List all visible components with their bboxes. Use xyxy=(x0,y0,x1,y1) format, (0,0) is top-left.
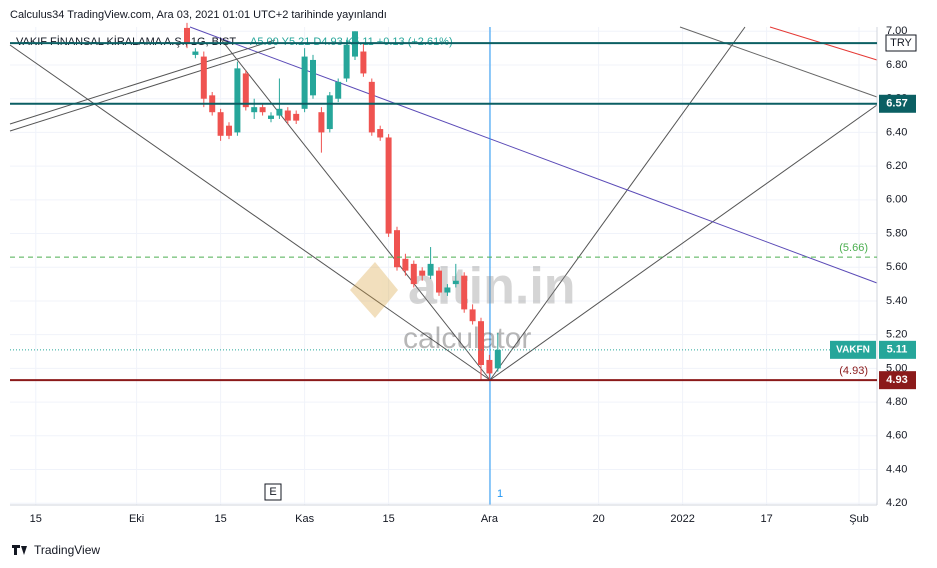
level-label: (4.93) xyxy=(839,365,868,377)
candle-body xyxy=(427,263,434,276)
currency-box xyxy=(885,34,917,52)
y-tick-label: 6.80 xyxy=(886,59,907,71)
x-tick-label: 15 xyxy=(30,513,42,525)
candle-body xyxy=(419,270,426,276)
candle-body xyxy=(284,110,291,121)
price-label-box xyxy=(879,371,916,390)
candle-body xyxy=(226,125,232,136)
price-label: 5.11 xyxy=(887,344,908,356)
header: Calculus34 TradingView.com, Ara 03, 2021… xyxy=(10,9,387,21)
trend-line xyxy=(489,26,746,381)
candle-body xyxy=(410,263,417,285)
candle-body xyxy=(318,112,325,133)
candle-body xyxy=(335,81,342,99)
candle-body xyxy=(184,27,190,44)
candle-body xyxy=(310,59,316,96)
y-tick-label: 4.80 xyxy=(886,396,907,408)
candle-body xyxy=(326,95,333,130)
y-tick-label: 6.40 xyxy=(886,126,907,138)
y-tick-label: 4.60 xyxy=(886,430,907,442)
candle-body xyxy=(478,321,484,366)
y-tick-label: 4.40 xyxy=(886,463,907,475)
candle-body xyxy=(251,107,258,113)
y-tick-label: 4.20 xyxy=(886,497,907,509)
footer: TradingView xyxy=(34,543,100,557)
trend-line xyxy=(9,39,276,125)
price-label: 4.93 xyxy=(886,374,907,386)
y-tick-label: 5.80 xyxy=(886,227,907,239)
candle-body xyxy=(234,68,241,133)
candle-body xyxy=(486,359,493,374)
x-tick-label: Kas xyxy=(295,513,314,525)
trend-line xyxy=(9,44,491,381)
candle-body xyxy=(343,44,350,79)
event-marker-box xyxy=(264,483,282,501)
candle-body xyxy=(200,56,207,99)
trend-line xyxy=(679,26,878,98)
x-tick-label: 17 xyxy=(760,513,772,525)
y-tick-label: 5.40 xyxy=(886,295,907,307)
trend-line xyxy=(9,46,276,132)
y-tick-label: 5.60 xyxy=(886,261,907,273)
candle-body xyxy=(259,107,266,113)
y-tick-label: 5.20 xyxy=(886,329,907,341)
x-tick-label: 15 xyxy=(382,513,394,525)
candle-body xyxy=(242,73,249,108)
candle-body xyxy=(276,108,283,116)
candle-body xyxy=(217,112,224,136)
price-label-box xyxy=(879,340,916,359)
symbol-label-box xyxy=(830,340,876,359)
candle-body xyxy=(436,270,442,293)
candle-body xyxy=(293,113,300,121)
x-tick-label: 15 xyxy=(214,513,226,525)
x-tick-label: Eki xyxy=(129,513,144,525)
level-label: (5.66) xyxy=(839,242,868,254)
event-marker: E xyxy=(269,486,276,498)
y-tick-label: 6.20 xyxy=(886,160,907,172)
symbol-title: VAKIF FİNANSAL KİRALAMA A.Ş., 1G, BIST xyxy=(16,35,236,48)
ohlc-legend: A5.00 Y5.21 D4.93 K5.11 +0.13 (+2.61%) xyxy=(250,36,453,48)
trend-line xyxy=(489,104,878,381)
candle-body xyxy=(360,51,367,74)
tv-logo xyxy=(12,545,27,555)
candle-body xyxy=(494,349,501,369)
session-marker: 1 xyxy=(497,488,503,500)
candle-body xyxy=(461,275,468,310)
candle-body xyxy=(469,309,476,322)
candle-body xyxy=(394,230,400,268)
candle-body xyxy=(444,287,451,293)
candle-body xyxy=(192,51,199,55)
grid xyxy=(10,27,877,505)
candle-body xyxy=(402,258,409,271)
y-tick-label: 7.00 xyxy=(886,25,907,37)
candle-body xyxy=(377,129,384,138)
watermark-text: calculator xyxy=(403,322,531,355)
watermark: altin.in calculator xyxy=(350,258,576,355)
candle-body xyxy=(268,115,274,119)
candle-body xyxy=(385,137,392,234)
x-tick-label: 20 xyxy=(592,513,604,525)
watermark-logo xyxy=(350,262,398,318)
price-label: 6.57 xyxy=(886,98,907,110)
price-label-box xyxy=(879,94,916,113)
trend-line xyxy=(219,37,491,381)
y-tick-label: 6.00 xyxy=(886,194,907,206)
watermark-text: altin.in xyxy=(408,258,576,316)
candle-body xyxy=(452,280,459,285)
x-tick-label: 2022 xyxy=(670,513,694,525)
currency: TRY xyxy=(890,37,912,49)
x-tick-label: Şub xyxy=(849,513,869,525)
candle-body xyxy=(301,56,308,109)
x-tick-label: Ara xyxy=(481,513,499,525)
candle-body xyxy=(368,81,375,133)
symbol-label: VAKFN xyxy=(836,344,870,355)
